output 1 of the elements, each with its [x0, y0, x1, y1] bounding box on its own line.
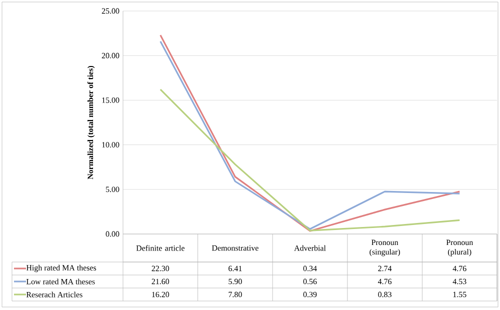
line-series: [160, 88, 460, 232]
